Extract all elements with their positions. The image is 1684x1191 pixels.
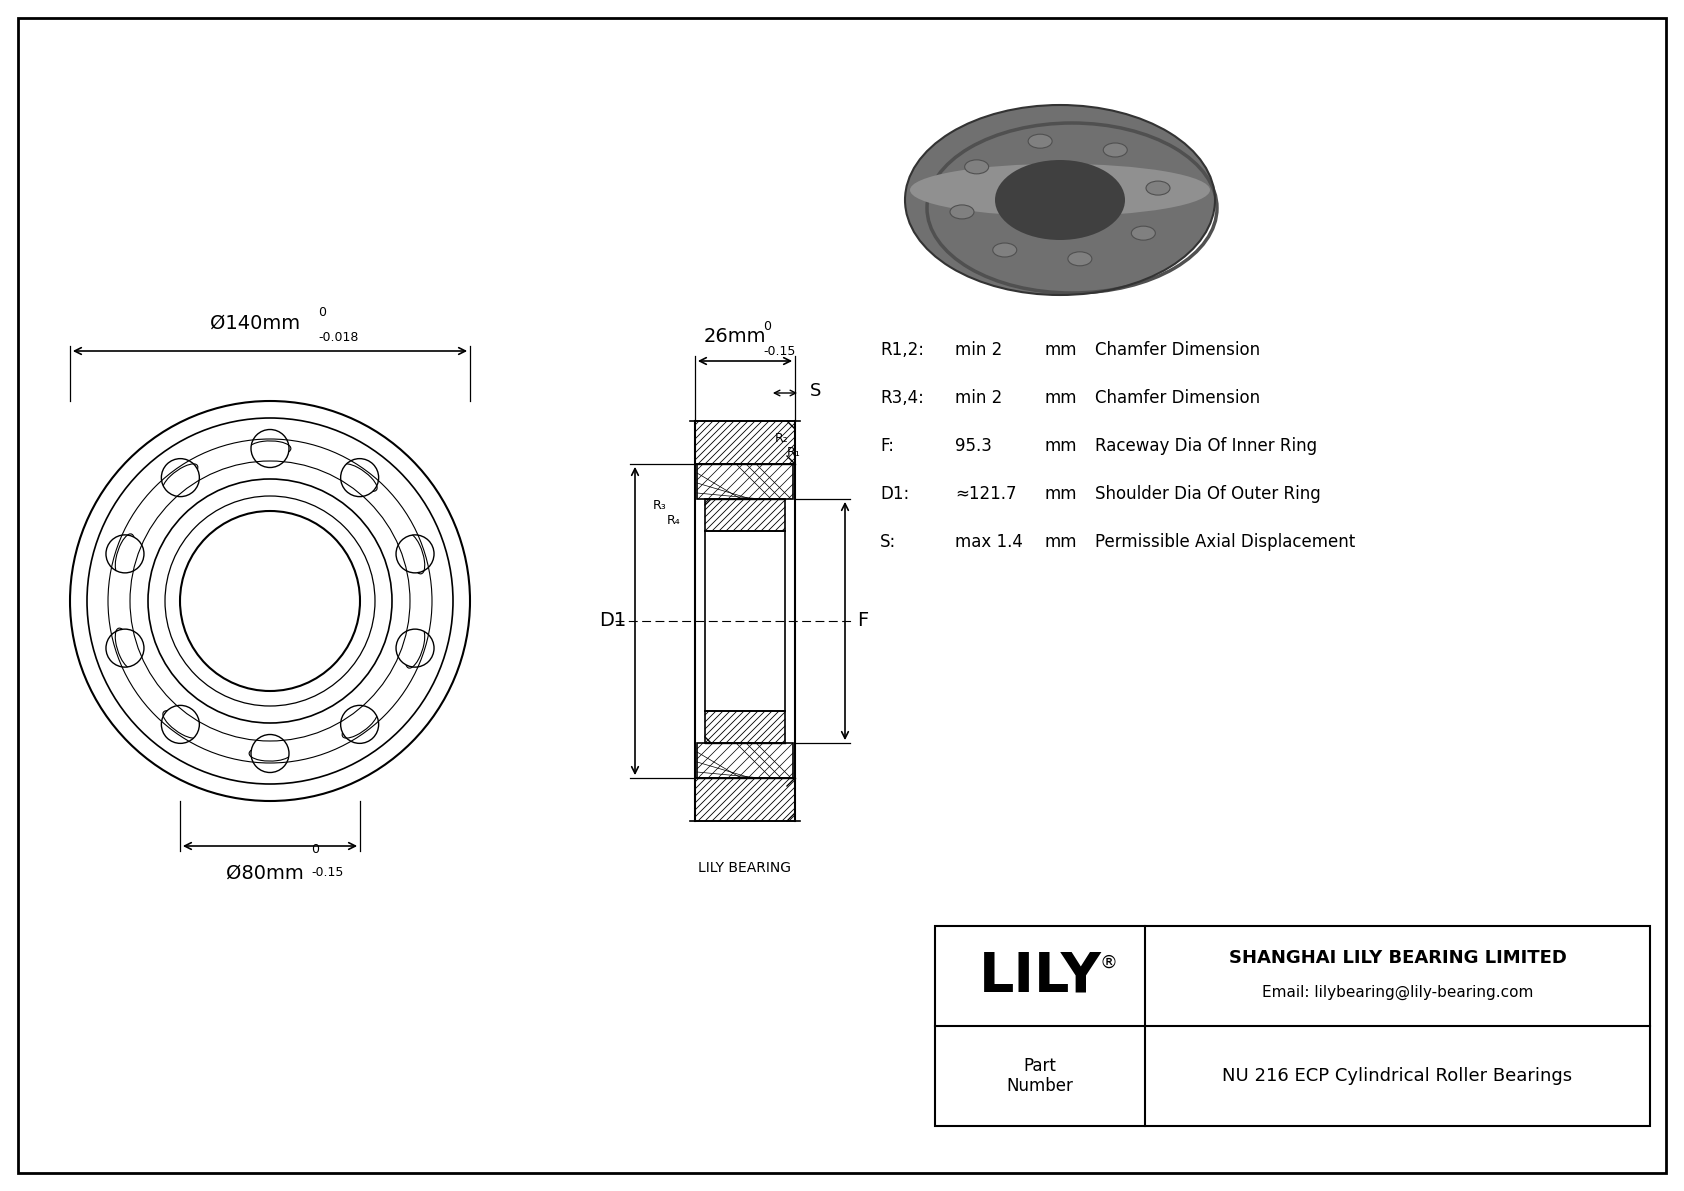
Ellipse shape xyxy=(1132,226,1155,241)
Text: R1,2:: R1,2: xyxy=(881,341,925,358)
Text: min 2: min 2 xyxy=(955,341,1002,358)
Text: -0.018: -0.018 xyxy=(318,331,359,344)
Ellipse shape xyxy=(994,243,1017,257)
Text: Chamfer Dimension: Chamfer Dimension xyxy=(1095,389,1260,407)
Ellipse shape xyxy=(1103,143,1127,157)
Text: mm: mm xyxy=(1046,485,1078,503)
Text: 0: 0 xyxy=(763,320,771,333)
Text: -0.15: -0.15 xyxy=(312,866,344,879)
Text: mm: mm xyxy=(1046,534,1078,551)
Text: S:: S: xyxy=(881,534,896,551)
Text: -0.15: -0.15 xyxy=(763,345,795,358)
Text: Permissible Axial Displacement: Permissible Axial Displacement xyxy=(1095,534,1356,551)
Text: R₂: R₂ xyxy=(775,432,788,445)
Bar xyxy=(697,743,793,778)
Ellipse shape xyxy=(1068,251,1091,266)
Text: F: F xyxy=(857,611,869,630)
Text: 95.3: 95.3 xyxy=(955,437,992,455)
Text: D1: D1 xyxy=(600,611,626,630)
Text: Shoulder Dia Of Outer Ring: Shoulder Dia Of Outer Ring xyxy=(1095,485,1320,503)
Bar xyxy=(697,464,793,499)
Bar xyxy=(706,499,785,531)
Ellipse shape xyxy=(904,105,1214,295)
Text: D1:: D1: xyxy=(881,485,909,503)
Text: 26mm: 26mm xyxy=(704,328,766,347)
Text: Chamfer Dimension: Chamfer Dimension xyxy=(1095,341,1260,358)
Text: NU 216 ECP Cylindrical Roller Bearings: NU 216 ECP Cylindrical Roller Bearings xyxy=(1223,1067,1573,1085)
Text: SHANGHAI LILY BEARING LIMITED: SHANGHAI LILY BEARING LIMITED xyxy=(1229,949,1566,967)
Text: Part
Number: Part Number xyxy=(1007,1056,1073,1096)
Text: LILY BEARING: LILY BEARING xyxy=(699,861,791,875)
Text: mm: mm xyxy=(1046,437,1078,455)
Ellipse shape xyxy=(950,205,973,219)
Text: ≈121.7: ≈121.7 xyxy=(955,485,1017,503)
Bar xyxy=(935,925,1650,1125)
Text: 0: 0 xyxy=(312,843,318,856)
Ellipse shape xyxy=(995,160,1125,241)
Text: mm: mm xyxy=(1046,389,1078,407)
Ellipse shape xyxy=(909,164,1211,216)
Text: Ø140mm: Ø140mm xyxy=(210,314,300,333)
Ellipse shape xyxy=(965,160,989,174)
Text: R₄: R₄ xyxy=(667,515,680,526)
Text: S: S xyxy=(810,382,822,400)
Text: R₁: R₁ xyxy=(786,445,802,459)
Text: Raceway Dia Of Inner Ring: Raceway Dia Of Inner Ring xyxy=(1095,437,1317,455)
Ellipse shape xyxy=(1029,135,1052,148)
Text: min 2: min 2 xyxy=(955,389,1002,407)
Text: mm: mm xyxy=(1046,341,1078,358)
Text: R₃: R₃ xyxy=(653,499,667,512)
Text: LILY: LILY xyxy=(978,949,1101,1003)
Text: 0: 0 xyxy=(318,306,327,319)
Text: ®: ® xyxy=(1100,954,1118,972)
Text: Ø80mm: Ø80mm xyxy=(226,863,303,883)
Bar xyxy=(695,420,795,464)
Ellipse shape xyxy=(1147,181,1170,195)
Text: max 1.4: max 1.4 xyxy=(955,534,1022,551)
Text: Email: lilybearing@lily-bearing.com: Email: lilybearing@lily-bearing.com xyxy=(1261,985,1532,999)
Bar xyxy=(706,711,785,743)
Text: F:: F: xyxy=(881,437,894,455)
Bar xyxy=(695,778,795,821)
Text: R3,4:: R3,4: xyxy=(881,389,925,407)
